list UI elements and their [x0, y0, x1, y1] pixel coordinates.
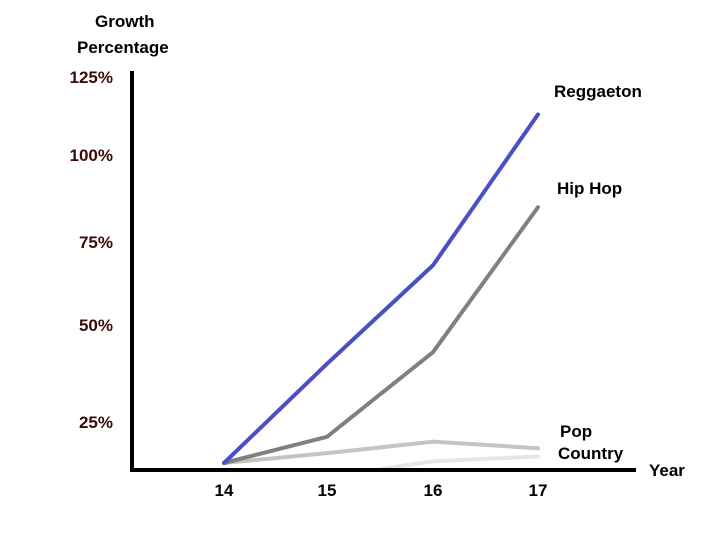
series-labels: Reggaeton Hip Hop Pop Country [554, 82, 642, 463]
x-axis-title: Year [649, 461, 685, 480]
y-tick-50-: 50% [79, 316, 113, 335]
axes [130, 71, 636, 472]
series-lines [222, 112, 540, 471]
series-label-pop: Pop [560, 422, 592, 441]
y-tick-labels: 25% 50% 75% 100% 125% [70, 68, 113, 432]
x-tick-17: 17 [529, 481, 548, 500]
y-tick-125-: 125% [70, 68, 113, 87]
series-line-hip-hop [222, 205, 540, 465]
y-tick-75-: 75% [79, 233, 113, 252]
y-tick-25-: 25% [79, 413, 113, 432]
x-tick-16: 16 [424, 481, 443, 500]
x-tick-15: 15 [318, 481, 337, 500]
series-line-pop [222, 439, 540, 465]
series-line-reggaeton [222, 112, 540, 465]
y-axis-title-line-1: Growth [95, 12, 155, 31]
series-label-country: Country [558, 444, 624, 463]
x-tick-labels: 14 15 16 17 [215, 481, 548, 500]
x-tick-14: 14 [215, 481, 234, 500]
series-line-country [378, 454, 540, 471]
series-label-hip-hop: Hip Hop [557, 179, 622, 198]
series-label-reggaeton: Reggaeton [554, 82, 642, 101]
y-axis-title-line-2: Percentage [77, 38, 169, 57]
y-tick-100-: 100% [70, 146, 113, 165]
